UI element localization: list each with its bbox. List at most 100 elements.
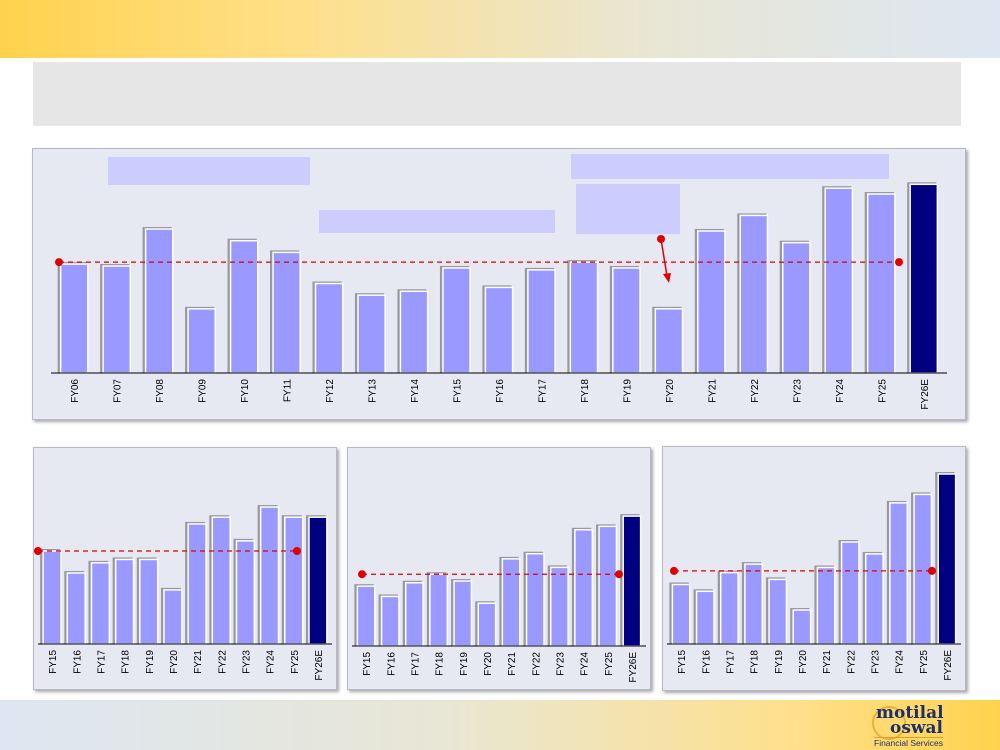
annotation-box-2 xyxy=(319,210,555,233)
bar-fy23 xyxy=(549,566,569,647)
bar-fy17 xyxy=(404,582,424,647)
bar-fy20 xyxy=(163,589,183,645)
bar-fy16 xyxy=(66,572,86,645)
bar-fy23 xyxy=(781,241,811,374)
bar-fy23 xyxy=(235,540,256,645)
chart-panel-main: FY06 FY07 FY08 FY09 FY10 FY11 FY12 FY13 FY14 FY15… xyxy=(32,148,966,420)
bar-fy06 xyxy=(59,263,89,374)
bar-fy20 xyxy=(477,602,497,647)
x-tick-label: FY17 xyxy=(96,650,107,674)
bar-fy19 xyxy=(139,558,159,645)
right-bar-chart: FY15 FY16 FY17 FY18 FY19 FY20 FY21 FY22 FY23 FY24… xyxy=(667,472,961,681)
logo-ring-icon xyxy=(872,706,906,740)
bar-fy21 xyxy=(501,558,521,647)
bar-fy26e xyxy=(622,515,642,647)
annotation-box-1 xyxy=(108,157,310,185)
bar-fy24 xyxy=(259,506,280,645)
left-bar-chart: FY15 FY16 FY17 FY18 FY19 FY20 FY21 FY22 FY23 FY24… xyxy=(34,505,332,681)
x-tick-label: FY26E xyxy=(920,379,931,410)
x-tick-label: FY19 xyxy=(622,379,633,403)
bar-fy20 xyxy=(792,609,812,645)
bar-fy25 xyxy=(598,525,618,647)
logo-word-1: motilal xyxy=(876,703,944,723)
bar-fy21 xyxy=(187,523,207,645)
x-tick-label: FY21 xyxy=(507,652,518,676)
x-tick-label: FY22 xyxy=(846,650,857,674)
bar-fy17 xyxy=(719,571,739,645)
bar-fy26e xyxy=(909,183,939,374)
bar-fy23 xyxy=(864,553,884,645)
average-line-start-dot xyxy=(670,566,678,575)
x-tick-label: FY20 xyxy=(483,652,494,676)
x-tick-label: FY23 xyxy=(870,650,881,674)
bar-fy18 xyxy=(114,558,135,645)
bar-fy25 xyxy=(866,193,896,374)
x-tick-label: FY14 xyxy=(410,379,421,403)
x-tick-label: FY13 xyxy=(368,379,379,403)
x-tick-label: FY24 xyxy=(580,652,591,676)
bar-fy24 xyxy=(574,529,594,647)
x-tick-label: FY25 xyxy=(604,652,615,676)
x-tick-label: FY16 xyxy=(495,379,506,403)
x-tick-label: FY26E xyxy=(943,650,954,681)
logo-tagline: Financial Services xyxy=(874,737,943,748)
annotation-box-3 xyxy=(571,154,889,179)
bar-fy24 xyxy=(824,187,854,374)
x-tick-label: FY17 xyxy=(410,652,421,676)
x-tick-label: FY24 xyxy=(895,650,906,674)
x-tick-label: FY10 xyxy=(240,379,251,403)
x-tick-label: FY22 xyxy=(750,379,761,403)
x-tick-label: FY23 xyxy=(792,379,803,403)
x-tick-label: FY21 xyxy=(822,650,833,674)
x-tick-label: FY11 xyxy=(283,379,294,403)
x-tick-label: FY25 xyxy=(290,650,301,674)
average-line-end-dot xyxy=(615,570,623,579)
x-tick-label: FY09 xyxy=(198,379,209,403)
x-tick-label: FY18 xyxy=(121,650,132,674)
bar-fy19 xyxy=(768,578,788,645)
bar-fy20 xyxy=(654,308,684,374)
x-tick-label: FY21 xyxy=(193,650,204,674)
bar-fy21 xyxy=(697,230,726,374)
bar-fy19 xyxy=(453,580,473,647)
x-tick-label: FY16 xyxy=(701,650,712,674)
middle-bar-chart: FY15 FY16 FY17 FY18 FY19 FY20 FY21 FY22 FY23 FY24… xyxy=(352,514,646,683)
bar-fy13 xyxy=(357,294,386,374)
bar-fy16 xyxy=(695,590,715,645)
x-tick-label: FY25 xyxy=(919,650,930,674)
average-line-start-dot xyxy=(55,258,63,267)
x-tick-label: FY21 xyxy=(707,379,718,403)
x-tick-label: FY12 xyxy=(325,379,336,403)
x-tick-label: FY17 xyxy=(725,650,736,674)
x-tick-label: FY16 xyxy=(72,650,83,674)
x-tick-label: FY19 xyxy=(774,650,785,674)
x-tick-label: FY20 xyxy=(169,650,180,674)
x-tick-label: FY26E xyxy=(314,650,325,681)
bar-fy15 xyxy=(671,583,691,645)
annotation-box-4 xyxy=(576,184,680,234)
x-tick-label: FY22 xyxy=(531,652,542,676)
x-tick-label: FY18 xyxy=(580,379,591,403)
title-placeholder-box xyxy=(33,62,961,126)
bar-fy15 xyxy=(356,585,376,647)
average-line-end-dot xyxy=(895,258,903,267)
bar-fy11 xyxy=(272,251,301,374)
bar-fy22 xyxy=(840,541,860,645)
bar-fy09 xyxy=(187,308,217,374)
x-tick-label: FY16 xyxy=(386,652,397,676)
x-tick-label: FY15 xyxy=(362,652,373,676)
x-tick-label: FY18 xyxy=(750,650,761,674)
x-tick-label: FY20 xyxy=(665,379,676,403)
bar-fy21 xyxy=(816,566,836,645)
bar-fy22 xyxy=(525,552,545,647)
bar-fy18 xyxy=(569,261,599,374)
drop-arrow xyxy=(660,238,668,277)
arrow-head-icon xyxy=(663,273,671,283)
bar-fy26e xyxy=(937,473,957,645)
average-line-end-dot xyxy=(293,547,301,555)
bar-fy08 xyxy=(144,228,174,374)
bar-fy15 xyxy=(42,550,62,645)
x-tick-label: FY24 xyxy=(835,379,846,403)
x-tick-label: FY15 xyxy=(453,379,464,403)
x-tick-label: FY20 xyxy=(798,650,809,674)
